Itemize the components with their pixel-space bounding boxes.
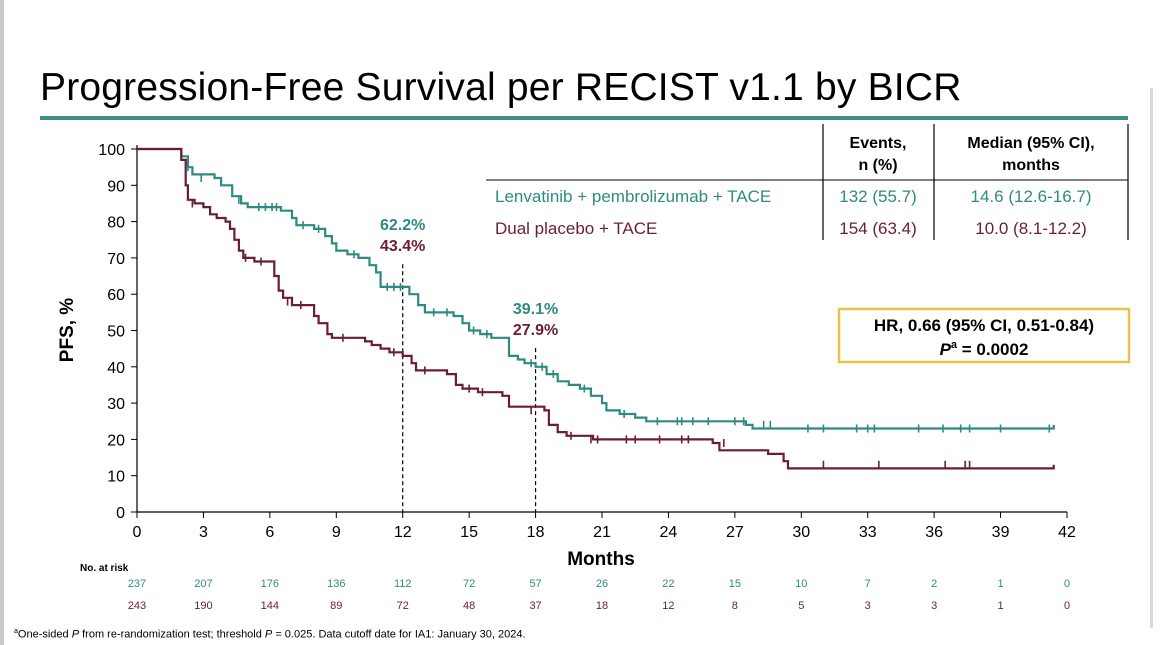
y-tick-label: 20 [107, 432, 125, 449]
footnote-post: = 0.025. Data cutoff date for IA1: Janua… [272, 628, 526, 641]
annotations-layer: 62.2% 43.4% 39.1% 27.9% [380, 217, 558, 512]
risk-lenva-3: 207 [194, 578, 212, 590]
y-tick-label: 40 [107, 360, 125, 377]
events-header-1: Events, [850, 135, 907, 152]
risk-placebo-39: 1 [998, 600, 1004, 612]
risk-placebo-9: 89 [330, 600, 342, 612]
x-tick-label: 42 [1058, 524, 1076, 541]
x-tick-label: 24 [660, 524, 678, 541]
risk-lenva-0: 237 [128, 578, 146, 590]
risk-lenva-15: 72 [463, 578, 475, 590]
p-value-superscript: a [951, 339, 958, 351]
annotation-lenva-12: 62.2% [380, 217, 425, 234]
risk-lenva-33: 7 [865, 578, 871, 590]
frame-left-edge [0, 0, 4, 645]
risk-placebo-21: 18 [596, 600, 608, 612]
risk-placebo-15: 48 [463, 600, 475, 612]
annotation-placebo-18: 27.9% [513, 322, 558, 339]
risk-placebo-27: 8 [732, 600, 738, 612]
annotation-placebo-12: 43.4% [380, 238, 425, 255]
risk-placebo-6: 144 [261, 600, 279, 612]
risk-placebo-18: 37 [529, 600, 541, 612]
x-tick-label: 15 [460, 524, 478, 541]
legend-lenva-label: Lenvatinib + pembrolizumab + TACE [495, 187, 771, 206]
footnote-marker: a [14, 628, 18, 635]
risk-placebo-3: 190 [194, 600, 212, 612]
risk-lenva-21: 26 [596, 578, 608, 590]
hazard-ratio-frame [837, 307, 1131, 364]
p-value-number: = 0.0002 [957, 340, 1028, 359]
x-tick-label: 12 [394, 524, 412, 541]
series-layer [137, 147, 1055, 470]
legend-placebo-label: Dual placebo + TACE [495, 219, 657, 238]
y-tick-label: 0 [116, 505, 125, 522]
y-tick-label: 60 [107, 287, 125, 304]
x-tick-label: 30 [792, 524, 810, 541]
frame-right-edge [1150, 88, 1153, 628]
y-tick-label: 100 [98, 142, 125, 159]
series-line-0 [137, 147, 1055, 430]
y-axis-title: PFS, % [57, 298, 78, 363]
y-tick-label: 80 [107, 215, 125, 232]
risk-placebo-36: 3 [931, 600, 937, 612]
risk-lenva-39: 1 [998, 578, 1004, 590]
risk-placebo-30: 5 [798, 600, 804, 612]
risk-lenva-27: 15 [729, 578, 741, 590]
legend-placebo-median: 10.0 (8.1-12.2) [975, 219, 1087, 238]
y-tick-label: 30 [107, 396, 125, 413]
risk-lenva-9: 136 [327, 578, 345, 590]
median-header-1: Median (95% CI), [967, 135, 1094, 152]
slide-title: Progression-Free Survival per RECIST v1.… [40, 66, 962, 109]
risk-placebo-24: 12 [662, 600, 674, 612]
y-tick-label: 90 [107, 178, 125, 195]
y-tick-label: 70 [107, 251, 125, 268]
series-line-1 [137, 147, 1055, 470]
events-table: Events, n (%) Median (95% CI), months Le… [486, 124, 1129, 240]
risk-lenva-42: 0 [1064, 578, 1070, 590]
x-tick-label: 39 [992, 524, 1010, 541]
footnote-mid: from re-randomization test; threshold [79, 628, 265, 641]
x-tick-label: 18 [527, 524, 545, 541]
risk-lenva-36: 2 [931, 578, 937, 590]
risk-lenva-12: 112 [394, 578, 412, 590]
axes-layer: 0 3 6 9 12 15 18 21 24 27 30 33 36 39 4201020304050607… [98, 142, 1076, 541]
legend-placebo-events: 154 (63.4) [839, 219, 917, 238]
x-tick-label: 27 [726, 524, 744, 541]
title-underline [40, 116, 1128, 120]
risk-table-label: No. at risk [80, 563, 129, 574]
risk-placebo-0: 243 [128, 600, 146, 612]
y-tick-label: 50 [107, 324, 125, 341]
risk-placebo-33: 3 [865, 600, 871, 612]
x-tick-label: 33 [859, 524, 877, 541]
risk-lenva-6: 176 [261, 578, 279, 590]
legend-lenva-events: 132 (55.7) [839, 187, 917, 206]
y-tick-label: 10 [107, 469, 125, 486]
x-tick-label: 0 [133, 524, 142, 541]
x-tick-label: 21 [593, 524, 611, 541]
risk-lenva-30: 10 [795, 578, 807, 590]
footnote-pre: One-sided [17, 628, 72, 641]
x-tick-label: 36 [925, 524, 943, 541]
risk-lenva-24: 22 [662, 578, 674, 590]
annotation-lenva-18: 39.1% [513, 301, 558, 318]
x-tick-label: 6 [265, 524, 274, 541]
x-axis-title: Months [567, 549, 635, 570]
median-header-2: months [1002, 157, 1060, 174]
risk-placebo-42: 0 [1064, 600, 1070, 612]
p-value-symbol: P [940, 340, 952, 359]
hazard-ratio-text: HR, 0.66 (95% CI, 0.51-0.84) [874, 316, 1094, 335]
hazard-ratio-box: HR, 0.66 (95% CI, 0.51-0.84) Pa = 0.0002 [837, 307, 1131, 364]
footnote-p2: P [264, 628, 273, 641]
risk-table: 2372432071901761441368911272724857372618… [128, 578, 1070, 612]
x-tick-label: 3 [199, 524, 208, 541]
events-header-2: n (%) [858, 157, 897, 174]
p-value-text: Pa = 0.0002 [940, 339, 1029, 359]
legend-lenva-median: 14.6 (12.6-16.7) [971, 187, 1092, 206]
footnote-p1: P [71, 628, 80, 641]
risk-placebo-12: 72 [397, 600, 409, 612]
x-tick-label: 9 [332, 524, 341, 541]
risk-lenva-18: 57 [529, 578, 541, 590]
footnote: aOne-sided P from re-randomization test;… [14, 628, 526, 641]
